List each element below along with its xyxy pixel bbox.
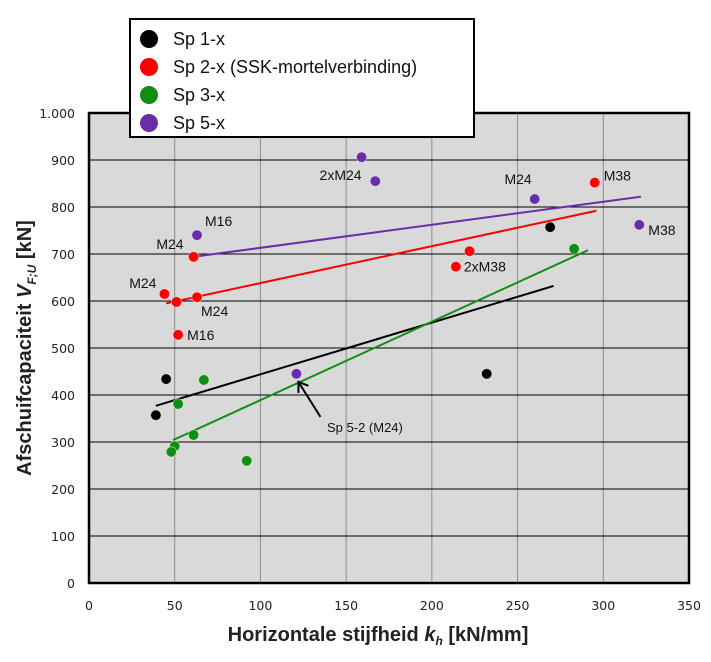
data-point-series-1 (544, 221, 556, 233)
x-tick-label: 150 (334, 598, 358, 613)
legend-label: Sp 5-x (173, 113, 225, 133)
data-point-series-2 (158, 288, 171, 300)
legend-box (129, 18, 475, 138)
arrow-annotation-label: Sp 5-2 (M24) (327, 420, 403, 435)
x-tick-label: 100 (248, 598, 272, 613)
data-point-series-4 (633, 219, 645, 231)
y-tick-label: 0 (67, 576, 75, 591)
data-point-series-2 (172, 329, 184, 341)
data-point-series-3 (241, 455, 253, 467)
point-annotation: M24 (504, 171, 531, 187)
y-tick-label: 600 (51, 294, 75, 309)
data-point-series-4 (369, 175, 381, 187)
data-point-series-1 (160, 373, 172, 385)
x-axis-title: Horizontale stijfheid kh [kN/mm] (228, 624, 529, 648)
legend-label: Sp 2-x (SSK-mortelverbinding) (173, 57, 417, 77)
y-axis-title: Afschuifcapaciteit VF;U [kN] (14, 220, 39, 476)
y-tick-label: 400 (51, 388, 75, 403)
point-annotation: 2xM38 (464, 259, 506, 275)
y-tick-label: 900 (51, 153, 75, 168)
legend-label: Sp 3-x (173, 85, 225, 105)
data-point-series-3 (165, 446, 177, 458)
x-tick-label: 250 (506, 598, 530, 613)
point-annotation: M38 (648, 222, 675, 238)
y-tick-label: 300 (51, 435, 75, 450)
point-annotation: M24 (156, 236, 183, 252)
data-point-series-3 (187, 429, 200, 441)
x-tick-label: 300 (591, 598, 615, 613)
data-point-series-2 (589, 176, 601, 189)
data-point-series-2 (187, 251, 200, 263)
point-annotation: M16 (187, 327, 214, 343)
trend-line-4 (193, 195, 642, 258)
data-point-series-1 (481, 368, 493, 380)
legend-label: Sp 1-x (173, 29, 225, 49)
trend-line-2 (165, 209, 597, 305)
data-point-series-2 (463, 245, 476, 257)
data-point-series-1 (150, 409, 162, 421)
x-tick-label: 50 (167, 598, 183, 613)
legend-marker-4 (140, 114, 158, 132)
x-tick-label: 350 (677, 598, 701, 613)
point-annotation: M16 (205, 213, 232, 229)
legend-marker-3 (140, 86, 158, 104)
data-point-series-2 (450, 261, 462, 273)
data-point-series-4 (529, 193, 541, 205)
data-point-series-4 (191, 229, 203, 241)
y-tick-label: 500 (51, 341, 75, 356)
data-point-series-3 (198, 374, 210, 386)
point-annotation: M24 (129, 275, 156, 291)
y-tick-label: 800 (51, 200, 75, 215)
y-tick-label: 200 (51, 482, 75, 497)
trend-line-3 (172, 249, 589, 442)
legend-marker-2 (140, 58, 158, 76)
data-point-series-2 (191, 291, 203, 303)
point-annotation: M38 (604, 168, 631, 184)
data-point-series-3 (172, 398, 184, 410)
data-point-series-3 (568, 243, 580, 255)
point-annotation: 2xM24 (320, 167, 362, 183)
arrow-head (297, 380, 309, 393)
arrow-line (297, 381, 322, 418)
data-point-series-2 (170, 296, 183, 308)
data-point-series-4 (290, 368, 303, 380)
data-point-series-4 (355, 151, 368, 163)
legend-marker-1 (140, 30, 158, 48)
x-tick-label: 0 (85, 598, 93, 613)
trend-line-1 (155, 285, 554, 407)
y-tick-label: 1.000 (39, 106, 75, 121)
point-annotation: M24 (201, 303, 228, 319)
x-tick-label: 200 (420, 598, 444, 613)
y-tick-label: 700 (51, 247, 75, 262)
y-tick-label: 100 (51, 529, 75, 544)
